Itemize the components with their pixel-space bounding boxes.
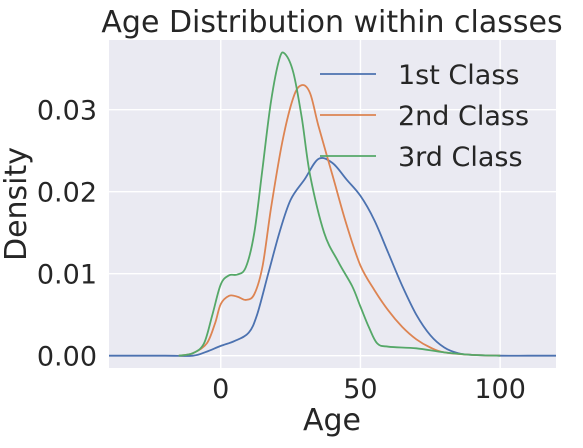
legend-label-1: 1st Class — [398, 60, 519, 91]
x-tick-label: 100 — [474, 374, 526, 405]
x-tick-label: 50 — [343, 374, 377, 405]
series-line-2 — [178, 84, 501, 357]
series-lines — [109, 51, 556, 357]
x-axis-label: Age — [303, 403, 361, 438]
y-tick-label: 0.00 — [37, 342, 97, 373]
series-line-1 — [109, 157, 556, 357]
legend: 1st Class 2nd Class 3rd Class — [320, 60, 529, 173]
y-tick-label: 0.01 — [37, 260, 97, 291]
y-tick-labels: 0.00 0.01 0.02 0.03 — [37, 96, 97, 373]
y-tick-label: 0.02 — [37, 178, 97, 209]
series-line-3 — [178, 51, 501, 357]
y-axis-label: Density — [0, 147, 34, 261]
y-tick-label: 0.03 — [37, 96, 97, 127]
legend-label-3: 3rd Class — [398, 142, 523, 173]
x-tick-label: 0 — [212, 374, 229, 405]
plot-background — [109, 40, 556, 368]
legend-label-2: 2nd Class — [398, 101, 529, 132]
chart-title: Age Distribution within classes — [101, 5, 562, 40]
x-tick-labels: 0 50 100 — [212, 374, 526, 405]
